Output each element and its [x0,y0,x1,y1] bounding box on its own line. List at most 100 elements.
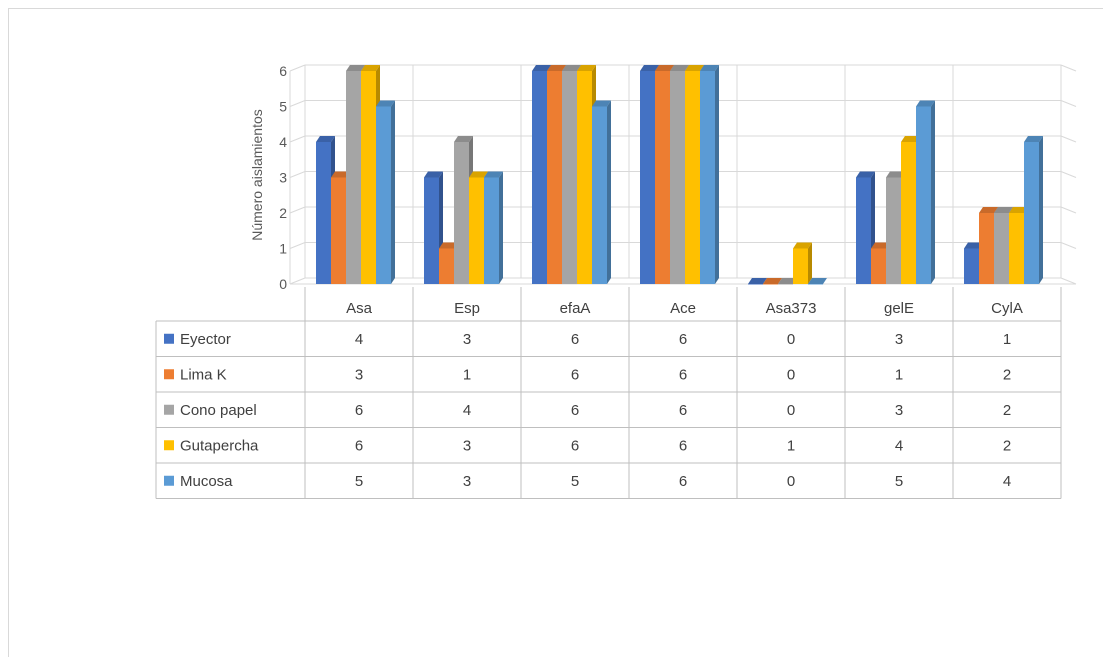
gridline [1060,171,1077,178]
bar-front [316,142,331,284]
table-cell: 0 [787,366,795,383]
bar-front [376,106,391,284]
gridline [289,171,306,178]
bar-top [316,136,335,142]
legend-swatch [164,333,174,344]
bar-top [547,65,566,71]
x-tick-label: Ace [670,300,696,317]
table-cell: 2 [1003,366,1011,383]
table-cell: 4 [895,437,903,454]
bar [484,171,503,284]
chart-frame [8,8,1103,657]
bar-front [685,71,700,284]
bar-front [547,71,562,284]
bar-side [931,100,935,284]
bar-front [655,71,670,284]
y-tick-label: 2 [279,205,287,221]
legend-label: Mucosa [180,473,233,490]
table-cell: 5 [571,473,579,490]
bar-top [1024,136,1043,142]
bar-top [361,65,380,71]
table-cell: 1 [787,437,795,454]
bar-front [871,248,886,284]
bar-front [577,71,592,284]
x-tick-label: Asa [346,300,373,317]
bar-top [994,207,1013,213]
y-tick-label: 5 [279,99,287,115]
table-cell: 5 [355,473,363,490]
bar-front [763,284,778,285]
bar-top [424,171,443,178]
bar-front [994,213,1009,284]
table-cell: 3 [355,366,363,383]
bar [1024,136,1043,284]
data-table: Asa Esp efaA Ace Asa373 gelE CylA Eyector 4 3 6 6 0 3… [155,287,1062,499]
table-cell: 3 [463,473,471,490]
y-tick-label: 0 [279,276,287,292]
bar-front [331,177,346,284]
table-cell: 6 [679,366,687,383]
bar [808,278,827,285]
legend-swatch [164,440,174,451]
x-tick-label: gelE [884,300,914,317]
bar-front [484,177,499,284]
bar-front [424,177,439,284]
table-cell: 0 [787,402,795,419]
legend-swatch [164,369,174,380]
y-tick-label: 1 [279,241,287,257]
bar-front [886,177,901,284]
y-tick-label: 6 [279,63,287,79]
bar-front [640,71,655,284]
table-cell: 6 [679,437,687,454]
table-cell: 6 [571,402,579,419]
bar-front [454,142,469,284]
table-cell: 3 [463,331,471,348]
bar-top [346,65,365,71]
bar-front [700,71,715,284]
bar-top [562,65,581,71]
gridline [289,206,306,214]
bar-front [793,248,808,284]
x-tick-label: efaA [560,300,591,317]
gridline [289,242,306,249]
bar-top [640,65,659,71]
table-cell: 4 [355,331,363,348]
gridline [289,277,306,285]
bar-front [916,106,931,284]
bar-top [700,65,719,71]
bar-top [748,278,767,284]
bar-front [592,106,607,284]
bar-top [916,100,935,107]
bar [376,100,395,284]
bar [793,242,812,284]
bar-side [715,65,719,284]
table-cell: 6 [355,437,363,454]
table-cell: 3 [463,437,471,454]
bar-top [856,171,875,178]
bar-top [376,100,395,107]
gridline [1060,100,1077,107]
table-cell: 6 [571,331,579,348]
gridline [1060,206,1077,214]
bar-top [979,207,998,213]
bar-front [808,284,823,285]
gridline [1060,135,1077,143]
table-cell: 0 [787,331,795,348]
bar-front [979,213,994,284]
legend-label: Cono papel [180,402,257,419]
bar-top [532,65,551,71]
bar [592,100,611,284]
table-cell: 1 [463,366,471,383]
bar-front [469,177,484,284]
bar-side [607,100,611,284]
gridline [1060,64,1077,72]
bar-front [346,71,361,284]
bar [763,278,782,285]
bar-top [793,242,812,249]
legend-label: Gutapercha [180,437,259,454]
table-cell: 3 [895,402,903,419]
legend-label: Lima K [180,366,227,383]
bar-front [964,248,979,284]
table-cell: 2 [1003,402,1011,419]
